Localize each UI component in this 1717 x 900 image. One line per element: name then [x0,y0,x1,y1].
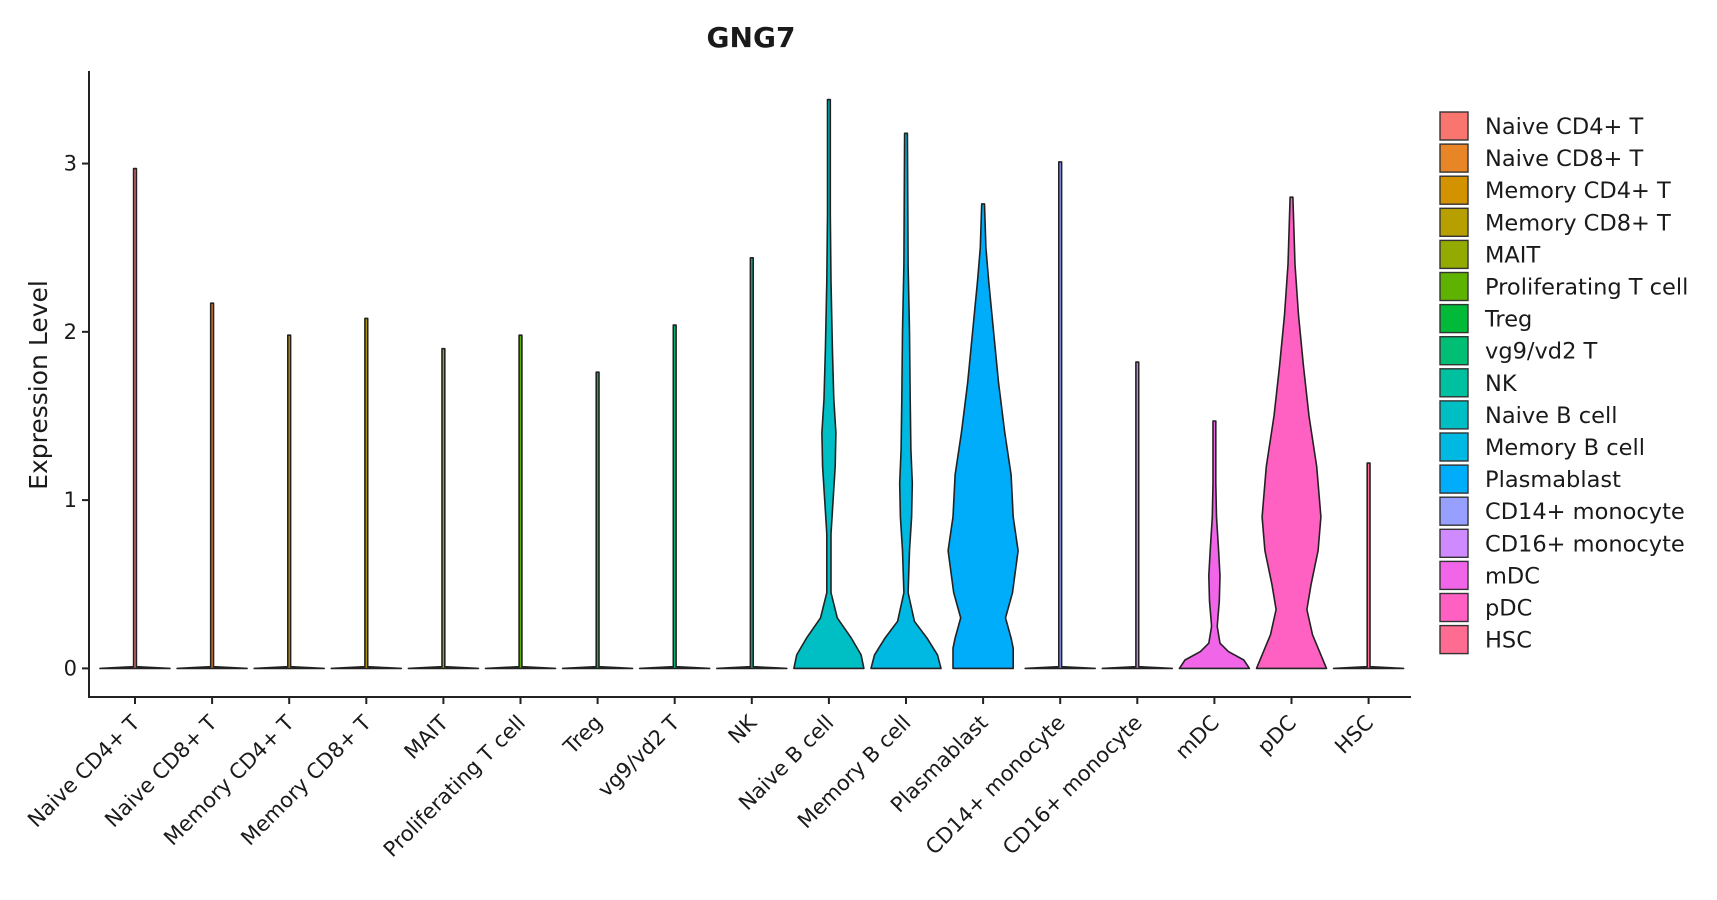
violin-pdc [1255,196,1328,670]
legend-swatch-plasmablast [1439,464,1469,494]
x-tick-label: HSC [1330,711,1378,759]
legend-label: Proliferating T cell [1485,275,1688,301]
legend-label: Naive CD4+ T [1485,114,1644,140]
legend-label: mDC [1485,563,1540,589]
legend-swatch-cd14-monocyte [1439,496,1469,526]
legend-swatch-naive-cd4-t [1439,111,1469,141]
violin-treg [561,371,634,670]
legend-swatch-memory-cd8-t [1439,207,1469,238]
x-tick-label: pDC [1253,711,1301,759]
violin-naive-cd8-t [176,302,248,670]
violin-vg9-vd2-t [638,324,711,670]
legend-label: vg9/vd2 T [1485,339,1598,365]
violin-mdc [1178,420,1251,670]
legend-label: Memory B cell [1485,435,1645,461]
violin-cd16-monocyte [1101,361,1174,670]
legend-swatch-nk [1439,368,1469,398]
legend-swatch-hsc [1439,624,1469,655]
legend-label: CD16+ monocyte [1485,531,1685,557]
y-axis-label: Expression Level [24,280,53,490]
legend: Naive CD4+ T Naive CD8+ T Memory CD4+ T Mem… [1439,111,1688,655]
violin-nk [716,257,788,670]
legend-label: Memory CD8+ T [1485,210,1671,236]
y-tick-label: 1 [64,488,77,512]
x-tick-label: vg9/vd2 T [593,710,684,801]
legend-swatch-cd16-monocyte [1439,528,1469,558]
legend-swatch-pdc [1439,592,1469,623]
legend-swatch-memory-b-cell [1439,432,1469,462]
legend-swatch-proliferating-t-cell [1439,271,1469,302]
violin-naive-b-cell [793,98,865,670]
legend-swatch-naive-cd8-t [1439,143,1469,173]
y-tick-label: 2 [64,320,77,344]
legend-label: Naive CD8+ T [1485,146,1644,172]
x-tick-label: NK [724,710,763,749]
y-tick-label: 0 [64,656,77,680]
x-tick-label: Proliferating T cell [379,711,530,862]
violins-group [99,98,1405,670]
x-tick-label: CD14+ monocyte [921,711,1070,860]
violin-memory-cd4-t [253,334,325,670]
legend-swatch-treg [1439,303,1469,334]
legend-swatch-vg9-vd2-t [1439,336,1469,366]
legend-label: MAIT [1485,242,1540,268]
violin-mait [407,347,480,670]
legend-label: HSC [1485,628,1532,654]
y-tick-label: 3 [64,152,77,176]
x-tick-label: MAIT [400,710,454,764]
legend-label: CD14+ monocyte [1485,499,1685,525]
legend-label: NK [1485,371,1518,397]
violin-hsc [1332,462,1405,670]
legend-label: Memory CD4+ T [1485,178,1671,204]
x-tick-label: Treg [558,711,607,760]
x-tick-label: mDC [1171,711,1224,764]
legend-swatch-memory-cd4-t [1439,175,1469,205]
violin-memory-b-cell [870,132,942,670]
violin-proliferating-t-cell [484,334,557,670]
violin-plasmablast [947,203,1019,670]
legend-swatch-mdc [1439,560,1469,591]
violin-memory-cd8-t [330,317,403,670]
chart-title: GNG7 [707,21,796,54]
legend-swatch-naive-b-cell [1439,400,1469,430]
legend-label: pDC [1485,596,1532,622]
violin-naive-cd4-t [99,167,171,670]
legend-label: Plasmablast [1485,467,1621,493]
violin-cd14-monocyte [1024,161,1096,670]
legend-label: Treg [1484,307,1532,333]
x-tick-label: Memory CD4+ T [159,710,299,850]
x-tick-label: Memory CD8+ T [236,710,376,850]
x-tick-label: CD16+ monocyte [998,711,1147,860]
legend-swatch-mait [1439,239,1469,270]
legend-label: Naive B cell [1485,403,1617,429]
y-axis-ticks: 0 1 2 3 [64,152,89,680]
